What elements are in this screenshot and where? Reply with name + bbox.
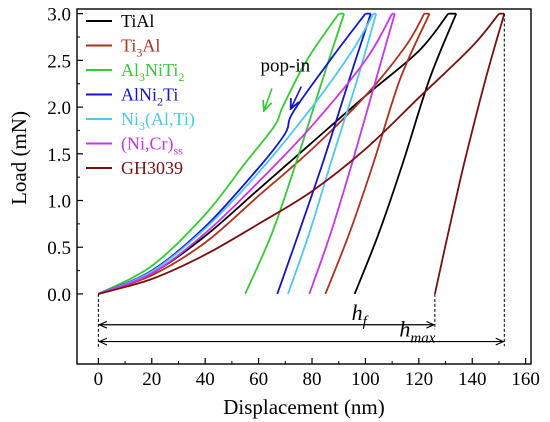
popin-arrow bbox=[264, 88, 273, 110]
x-axis-label: Displacement (nm) bbox=[223, 395, 385, 419]
unloading-curve-ti3al bbox=[324, 13, 431, 295]
legend-label-ni-cr-ss: (Ni,Cr)ss bbox=[121, 134, 183, 158]
unloading-curve-ni-cr-ss bbox=[308, 13, 396, 295]
x-tick-label: 140 bbox=[458, 369, 487, 390]
unloading-curve-tial bbox=[353, 13, 458, 295]
legend-label-ti3al: Ti3Al bbox=[121, 36, 160, 60]
y-tick-label: 0.0 bbox=[47, 285, 71, 306]
x-tick-label: 120 bbox=[405, 369, 434, 390]
unloading-curve-gh3039 bbox=[434, 13, 506, 295]
x-tick-label: 100 bbox=[351, 369, 380, 390]
y-axis-label: Load (mN) bbox=[7, 111, 31, 205]
x-tick-label: 40 bbox=[196, 369, 215, 390]
y-tick-label: 3.0 bbox=[47, 5, 71, 26]
popin-arrow bbox=[291, 86, 303, 109]
x-tick-label: 160 bbox=[511, 369, 540, 390]
popin-label: pop-in bbox=[261, 56, 311, 77]
y-tick-label: 2.0 bbox=[47, 98, 71, 119]
y-tick-label: 1.0 bbox=[47, 192, 71, 213]
legend-label-alni2ti: AlNi2Ti bbox=[121, 85, 178, 109]
annotations: pop-in hf hmax bbox=[97, 13, 505, 350]
y-tick-label: 0.5 bbox=[47, 238, 71, 259]
legend-label-ni3-al-ti: Ni3(Al,Ti) bbox=[121, 109, 195, 133]
loading-curve-ni-cr-ss bbox=[98, 13, 393, 295]
legend-label-tial: TiAl bbox=[121, 11, 154, 31]
legend-label-gh3039: GH3039 bbox=[121, 158, 183, 178]
unloading-curve-ni3-al-ti bbox=[287, 13, 377, 295]
x-tick-label: 0 bbox=[94, 369, 104, 390]
legend: TiAl Ti3AlAl3NiTi2AlNi2TiNi3(Al,Ti)(Ni,Cr… bbox=[86, 11, 195, 178]
x-tick-label: 20 bbox=[142, 369, 161, 390]
loading-curve-ti3al bbox=[98, 13, 425, 295]
curves-layer bbox=[97, 12, 506, 295]
x-tick-label: 80 bbox=[303, 369, 322, 390]
y-tick-label: 2.5 bbox=[47, 51, 71, 72]
loading-curve-ni3-al-ti bbox=[98, 13, 375, 295]
unloading-curve-alni2ti bbox=[276, 13, 372, 295]
loading-curve-gh3039 bbox=[98, 13, 500, 295]
hmax-label: hmax bbox=[399, 317, 435, 347]
loading-curve-al3niti2 bbox=[97, 13, 340, 295]
plot-frame bbox=[76, 8, 532, 365]
legend-label-al3niti2: Al3NiTi2 bbox=[121, 60, 184, 84]
axis-ticks: 0 20 40 60 80 100 120 140 160 0.0 0.5 1.0 1.5 2.0 2.5 3… bbox=[47, 5, 540, 390]
y-tick-label: 1.5 bbox=[47, 145, 71, 166]
unloading-curve-al3niti2 bbox=[244, 13, 345, 295]
hf-label: hf bbox=[352, 300, 369, 330]
x-tick-label: 60 bbox=[249, 369, 268, 390]
